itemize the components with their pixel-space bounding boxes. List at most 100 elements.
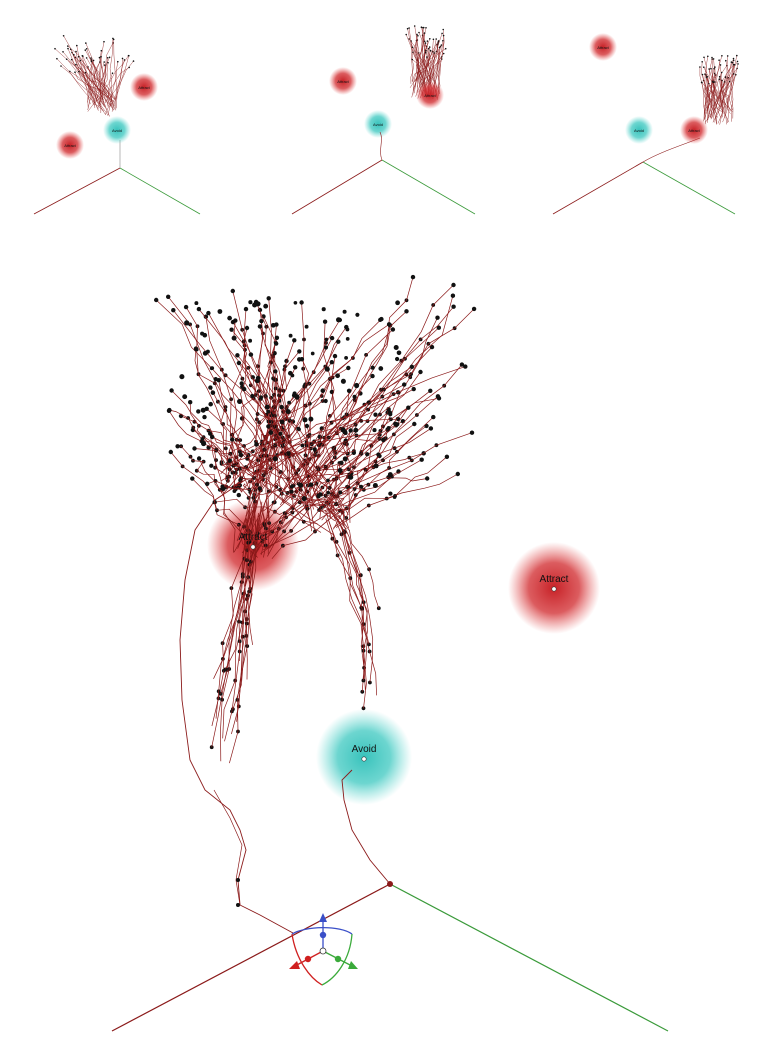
branch-node	[273, 369, 278, 374]
branch-node	[392, 495, 397, 499]
branch-node	[426, 40, 429, 42]
branch-node	[166, 294, 171, 299]
transform-gizmo-icon[interactable]	[289, 913, 358, 986]
branch-node	[730, 61, 733, 63]
branch-node	[455, 471, 460, 477]
branch-node	[309, 482, 314, 487]
branch-node	[405, 33, 408, 36]
branch-path	[412, 35, 419, 95]
gizmo-handle-x[interactable]	[304, 955, 312, 963]
branch-node	[254, 378, 260, 384]
branch-node	[342, 429, 348, 435]
branch-node	[77, 55, 80, 58]
branch-node	[352, 394, 357, 399]
growth-branches	[54, 35, 135, 117]
branch-node	[418, 31, 420, 34]
branch-path	[722, 63, 739, 123]
branch-node	[168, 449, 173, 455]
gizmo-handle-z[interactable]	[319, 931, 327, 939]
branch-path	[214, 498, 318, 525]
branch-node	[435, 315, 440, 320]
branch-path	[325, 423, 415, 513]
branch-path	[701, 82, 733, 112]
branch-node	[321, 307, 326, 312]
gizmo-center[interactable]	[319, 947, 327, 955]
branch-path	[301, 359, 322, 520]
branch-node	[60, 65, 62, 67]
branch-path	[169, 409, 254, 482]
branch-path	[229, 460, 335, 509]
branch-path	[708, 83, 721, 118]
attractor-sphere-icon	[329, 67, 357, 95]
branch-node	[422, 26, 425, 29]
branch-path	[60, 65, 105, 112]
branch-node	[121, 57, 124, 60]
branch-node	[248, 338, 253, 343]
branch-path	[247, 326, 347, 472]
branch-node	[270, 322, 276, 328]
branch-node	[196, 456, 202, 461]
branch-node	[732, 73, 735, 75]
gizmo-arrow-z[interactable]	[319, 913, 327, 922]
branch-node	[718, 59, 720, 61]
single-branch	[379, 131, 383, 161]
branch-path	[412, 59, 426, 84]
branch-path	[320, 364, 463, 512]
branch-node	[442, 28, 445, 31]
branch-node	[340, 378, 346, 384]
branch-node	[395, 300, 400, 306]
branch-path	[244, 379, 280, 545]
branch-node	[98, 56, 101, 59]
branch-node	[707, 55, 709, 58]
branch-node	[106, 57, 109, 59]
branch-path	[243, 340, 295, 531]
branch-node	[210, 434, 215, 440]
branch-path	[704, 56, 709, 123]
branch-path	[263, 412, 388, 536]
gizmo-handle-y[interactable]	[334, 955, 342, 963]
branch-node	[229, 327, 234, 332]
branch-path	[307, 428, 432, 479]
branch-node	[703, 56, 705, 59]
branch-path	[260, 390, 431, 555]
branch-node	[264, 404, 270, 410]
branch-path	[705, 81, 730, 123]
attractor-label: Attract	[138, 85, 150, 90]
branch-node	[712, 58, 715, 60]
branch-path	[208, 444, 237, 479]
branch-path	[713, 82, 723, 118]
branch-node	[413, 25, 416, 27]
branch-path	[712, 73, 717, 107]
branch-path	[410, 40, 413, 82]
branch-node	[323, 345, 329, 350]
branch-path	[167, 296, 291, 490]
gizmo-arrow-y[interactable]	[348, 961, 358, 969]
branch-node	[278, 431, 283, 436]
branch-node	[381, 437, 386, 443]
branch-path	[207, 480, 350, 507]
branch-node	[231, 335, 237, 341]
branch-node	[406, 27, 409, 30]
attractor-label: Attract	[597, 45, 609, 50]
branch-node	[112, 38, 115, 41]
branch-node	[196, 409, 201, 414]
branch-path	[704, 74, 717, 125]
branch-node	[230, 437, 235, 442]
branch-path	[260, 396, 439, 542]
branch-node	[418, 369, 423, 375]
branch-node	[316, 494, 321, 499]
branch-node	[297, 357, 302, 362]
branch-node	[703, 66, 705, 68]
branch-node	[429, 38, 431, 40]
growth-branches	[699, 54, 739, 125]
branch-node	[85, 57, 88, 59]
branch-path	[265, 353, 277, 554]
branch-path	[306, 429, 388, 502]
branch-node	[370, 373, 375, 379]
branch-node	[202, 414, 207, 420]
branch-node	[84, 49, 87, 51]
gizmo-arrow-x[interactable]	[289, 961, 300, 969]
branch-path	[295, 440, 349, 489]
branch-path	[67, 48, 109, 116]
